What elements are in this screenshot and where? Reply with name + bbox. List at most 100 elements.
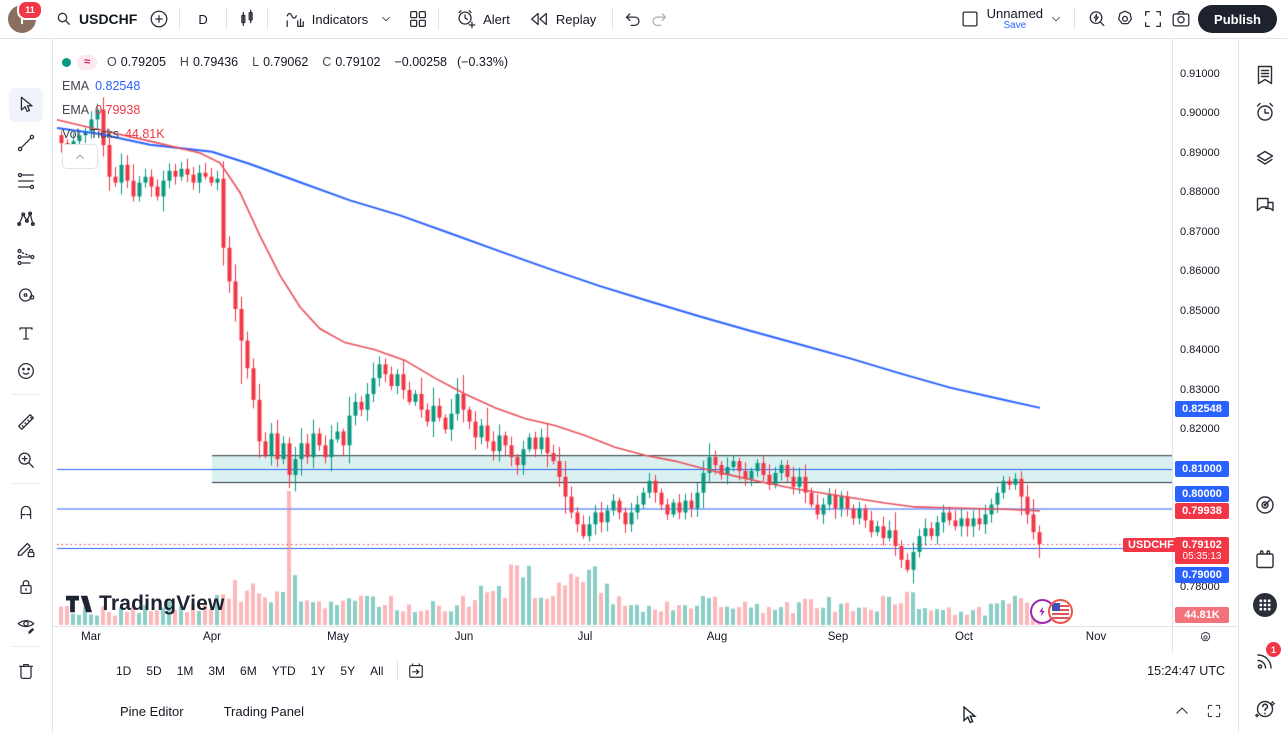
indicator-templates-icon[interactable] [407,8,429,30]
text-tool[interactable] [9,316,43,350]
time-tick: May [327,631,349,643]
streams-badge: 1 [1266,642,1281,657]
time-tick: Jul [577,631,593,643]
range-5d[interactable]: 5D [146,664,162,678]
ema-red-badge: 0.79938 [1175,503,1229,519]
mouse-cursor [963,706,977,724]
trend-line-icon [17,134,35,152]
hide-drawings-tool[interactable] [9,608,43,642]
ema-blue-row[interactable]: EMA 0.82548 [62,74,512,98]
price-chart[interactable] [52,38,1237,652]
technicals-button[interactable] [1252,492,1278,518]
chat-button[interactable] [1252,192,1278,218]
add-symbol-icon[interactable] [148,8,170,30]
range-1m[interactable]: 1M [176,664,194,678]
eye-icon [17,620,35,634]
ohlc-row[interactable]: ≈ O 0.79205 H 0.79436 L 0.79062 C 0.79102 −0… [62,50,512,74]
range-3m[interactable]: 3M [208,664,226,678]
apps-grid-icon [1253,593,1277,617]
symbol-search-button[interactable]: USDCHF [48,6,144,32]
range-1y[interactable]: 1Y [310,664,326,678]
chart-style-icon[interactable] [236,8,258,30]
alerts-button[interactable] [1252,99,1278,125]
alert-button[interactable]: Alert [448,4,517,34]
clock-utc[interactable]: 15:24:47 UTC [1147,664,1225,678]
layout-chevron-icon[interactable] [1049,12,1063,26]
tab-trading-panel[interactable]: Trading Panel [223,703,305,719]
indicators-chevron-icon[interactable] [379,12,393,26]
measure-tool[interactable] [9,405,43,439]
layers-icon [1256,150,1274,165]
panel-chevron-up-icon[interactable] [1173,702,1191,720]
go-to-date-icon[interactable] [406,661,426,681]
cursor-tool[interactable] [9,88,43,122]
trend-line-tool[interactable] [9,126,43,160]
magnet-icon [20,505,32,519]
volume-row[interactable]: Vol · Ticks 44.81K [62,122,512,146]
range-ytd[interactable]: YTD [271,664,296,678]
fullscreen-icon[interactable] [1142,8,1164,30]
top-toolbar: T 11 USDCHF D Indicators Alert [0,0,1287,39]
tab-pine-editor[interactable]: Pine Editor [120,703,184,719]
toolbar-divider [12,646,40,647]
layout-name-button[interactable]: Unnamed Save [987,7,1043,31]
pane-collapse-button[interactable] [62,144,98,169]
magnet-tool[interactable] [9,494,43,528]
quick-search-icon[interactable] [1086,8,1108,30]
range-1d[interactable]: 1D [116,664,132,678]
ema-red-value: 0.79938 [95,103,141,117]
calendar-button[interactable] [1252,547,1278,573]
redo-icon[interactable] [648,8,670,30]
shapes-tool[interactable] [9,278,43,312]
publish-button[interactable]: Publish [1198,5,1277,33]
pattern-tool[interactable] [9,202,43,236]
pencil-lock-icon [17,542,35,558]
axis-settings-gear-icon[interactable] [1198,630,1213,645]
high-value: 0.79436 [192,55,239,69]
forecast-tool[interactable] [9,240,43,274]
undo-icon[interactable] [622,8,644,30]
more-apps-button[interactable] [1252,592,1278,618]
replay-button[interactable]: Replay [521,4,603,34]
ema-blue-label: EMA [62,79,90,93]
price-tick: 0.82000 [1180,423,1220,435]
object-tree-button[interactable] [1252,145,1278,171]
ema-red-row[interactable]: EMA 0.79938 [62,98,512,122]
watchlist-button[interactable] [1252,62,1278,88]
lock-drawings-tool[interactable] [9,570,43,604]
time-tick: Jun [454,631,474,643]
range-all[interactable]: All [370,664,384,678]
panel-maximize-icon[interactable] [1205,702,1223,720]
indicators-button[interactable]: Indicators [277,4,375,34]
help-button[interactable] [1252,696,1278,722]
user-avatar[interactable]: T 11 [8,0,43,33]
indicators-icon [286,12,304,27]
fib-retracement-tool[interactable] [9,164,43,198]
time-tick: Apr [203,631,221,643]
streams-button[interactable]: 1 [1252,642,1281,674]
close-label: C [322,55,332,69]
volume-label: Vol · Ticks [62,127,119,141]
layout-icon[interactable] [959,8,981,30]
notification-badge: 11 [17,0,43,20]
circle-shape-icon [18,288,35,302]
save-label[interactable]: Save [1003,19,1027,31]
drawing-mode-tool[interactable] [9,532,43,566]
ema-blue-value: 0.82548 [95,79,141,93]
price-tick: 0.84000 [1180,344,1220,356]
indicators-label: Indicators [311,11,369,27]
calendar-icon [1256,550,1274,569]
range-5y[interactable]: 5Y [340,664,356,678]
volume-badge: 44.81K [1175,607,1229,623]
camera-icon[interactable] [1170,8,1192,30]
range-6m[interactable]: 6M [240,664,257,678]
zoom-in-tool[interactable] [9,443,43,477]
remove-drawings-tool[interactable] [9,654,43,688]
price-tick: 0.78000 [1180,581,1220,593]
us-flag-event-icon[interactable] [1048,599,1073,624]
settings-gear-icon[interactable] [1114,8,1136,30]
alarm-clock-icon [1256,102,1274,121]
price-tick: 0.90000 [1180,107,1220,119]
emoji-tool[interactable] [9,354,43,388]
interval-button[interactable]: D [198,11,208,27]
